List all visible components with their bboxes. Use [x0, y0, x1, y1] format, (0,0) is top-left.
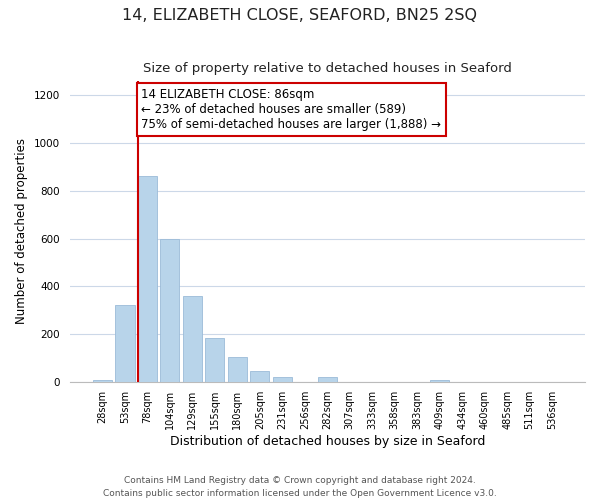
Bar	[160, 238, 179, 382]
Bar	[205, 338, 224, 382]
Bar	[273, 377, 292, 382]
X-axis label: Distribution of detached houses by size in Seaford: Distribution of detached houses by size …	[170, 434, 485, 448]
Bar	[183, 296, 202, 382]
Bar	[138, 176, 157, 382]
Bar	[250, 371, 269, 382]
Text: 14 ELIZABETH CLOSE: 86sqm
← 23% of detached houses are smaller (589)
75% of semi: 14 ELIZABETH CLOSE: 86sqm ← 23% of detac…	[142, 88, 442, 131]
Bar	[228, 357, 247, 382]
Bar	[93, 380, 112, 382]
Bar	[115, 306, 134, 382]
Text: Contains HM Land Registry data © Crown copyright and database right 2024.
Contai: Contains HM Land Registry data © Crown c…	[103, 476, 497, 498]
Bar	[318, 377, 337, 382]
Text: 14, ELIZABETH CLOSE, SEAFORD, BN25 2SQ: 14, ELIZABETH CLOSE, SEAFORD, BN25 2SQ	[122, 8, 478, 22]
Bar	[430, 380, 449, 382]
Y-axis label: Number of detached properties: Number of detached properties	[15, 138, 28, 324]
Title: Size of property relative to detached houses in Seaford: Size of property relative to detached ho…	[143, 62, 512, 76]
